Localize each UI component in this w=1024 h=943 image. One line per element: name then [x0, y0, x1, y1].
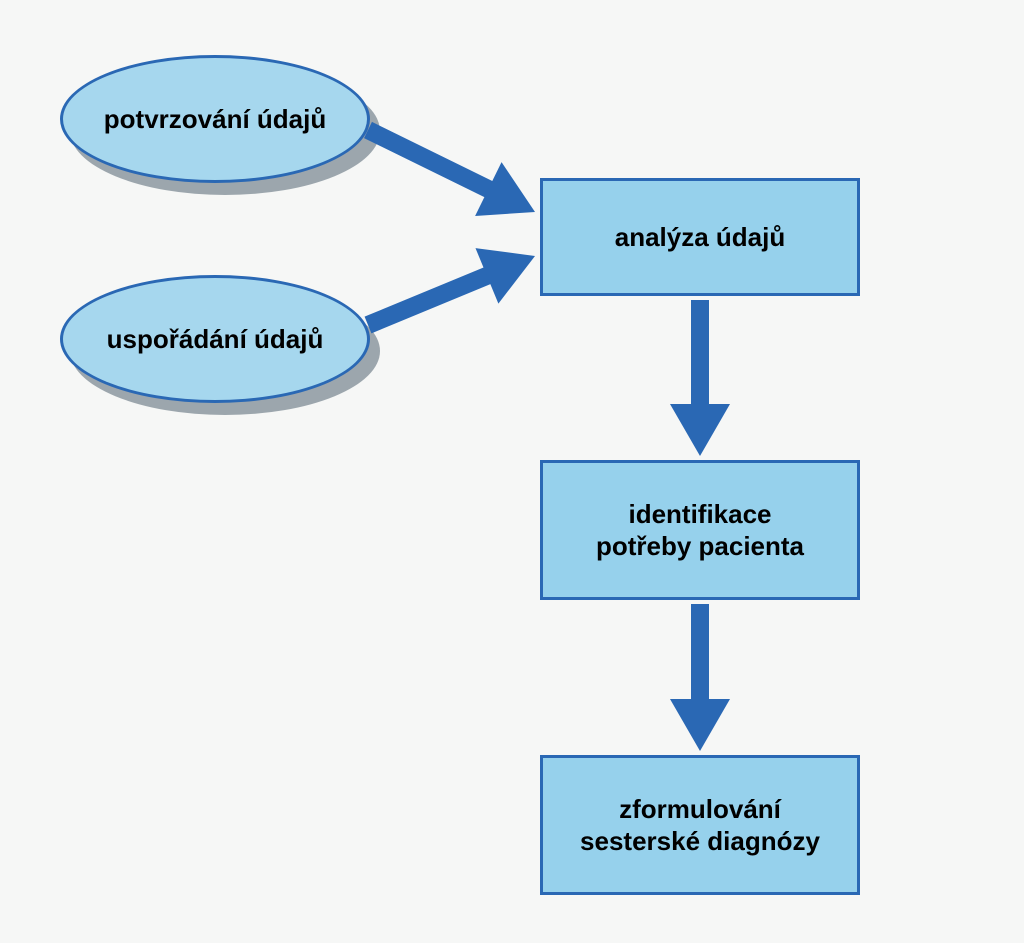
node-n5: zformulování sesterské diagnózy — [540, 755, 860, 895]
edge-arrowhead — [670, 699, 730, 751]
node-n1: potvrzování údajů — [60, 55, 370, 183]
edge-arrowhead — [475, 162, 535, 216]
edge-arrowhead — [475, 248, 535, 303]
edge-line — [368, 130, 490, 190]
node-n3: analýza údajů — [540, 178, 860, 296]
flowchart-canvas: potvrzování údajů uspořádání údajů analýza… — [0, 0, 1024, 943]
node-n2: uspořádání údajů — [60, 275, 370, 403]
edge-line — [368, 275, 489, 325]
edge-arrowhead — [670, 404, 730, 456]
node-n4: identifikace potřeby pacienta — [540, 460, 860, 600]
